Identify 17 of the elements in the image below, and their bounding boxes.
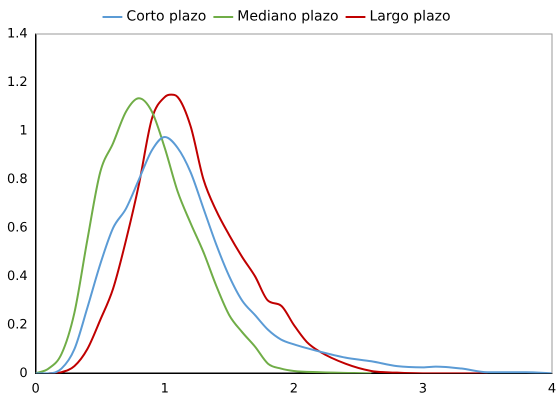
legend-label: Corto plazo (126, 8, 206, 25)
x-tick-label: 3 (418, 382, 428, 397)
y-tick-label: 1.4 (6, 26, 28, 42)
x-tick-label: 1 (160, 382, 169, 397)
y-tick-label: 1 (19, 123, 28, 138)
y-tick-label: 0.8 (6, 172, 28, 187)
x-tick-label: 2 (290, 382, 298, 397)
y-tick-label: 0.4 (6, 268, 28, 284)
y-tick-label: 0.6 (6, 220, 28, 236)
line-series (36, 97, 372, 374)
y-tick-label: 1.2 (6, 74, 28, 90)
legend-label: Largo plazo (370, 8, 451, 25)
x-tick-label: 0 (32, 382, 40, 397)
y-tick-label: 0 (19, 366, 28, 381)
legend-label: Mediano plazo (237, 8, 339, 25)
x-tick-label: 4 (548, 382, 556, 397)
y-tick-label: 0.2 (6, 317, 28, 332)
